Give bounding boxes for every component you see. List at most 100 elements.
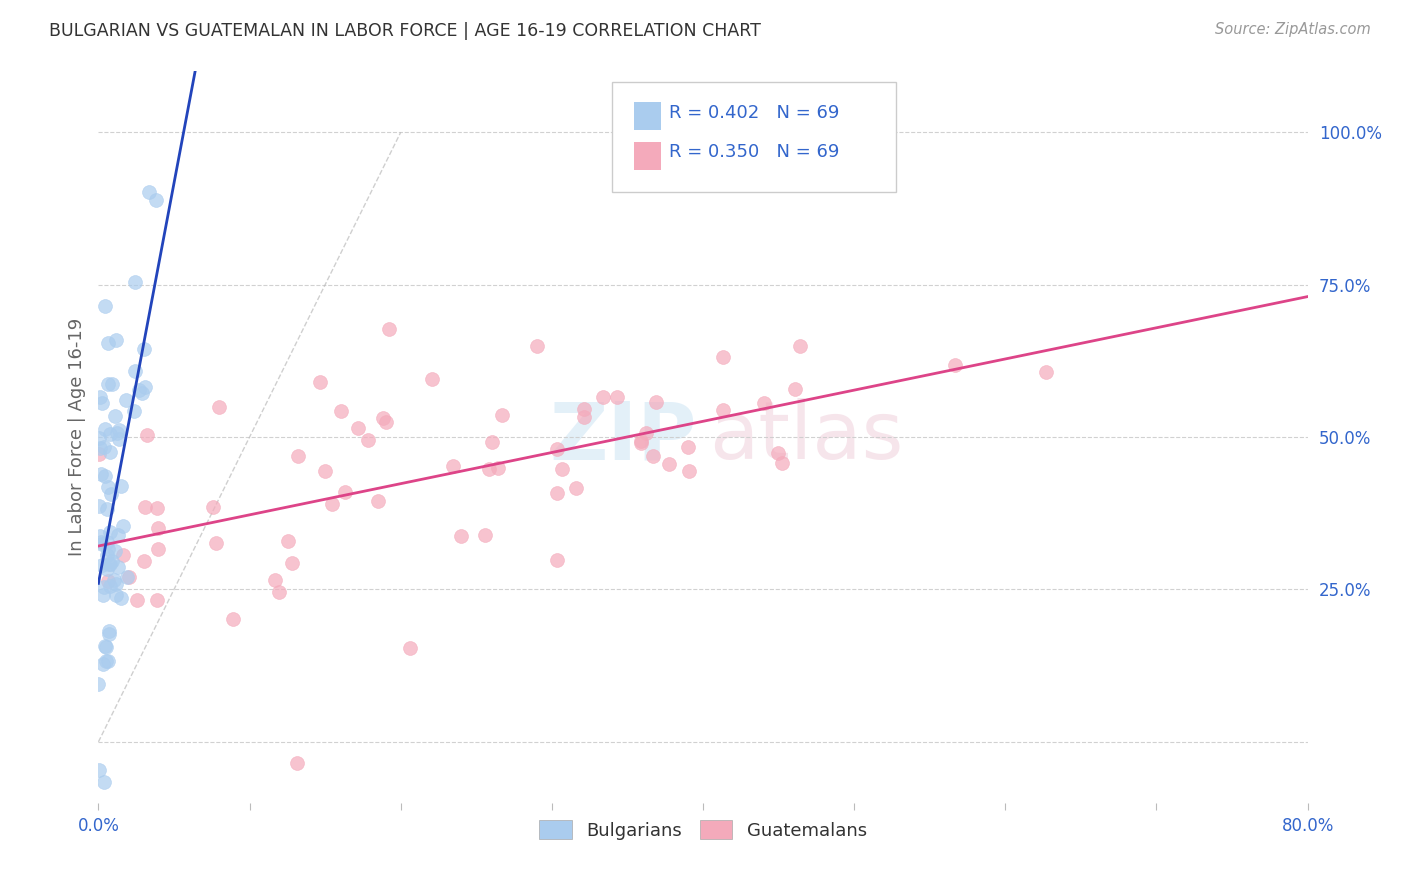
Point [115, 569, 138, 583]
Point [89, 441, 111, 455]
Point [97, 557, 120, 571]
Point [110, 591, 132, 605]
Point [330, 404, 353, 418]
Point [124, 275, 146, 289]
Point [550, 462, 572, 476]
Text: ZIP: ZIP [550, 398, 697, 476]
Point [91, 814, 114, 828]
Point [110, 478, 132, 492]
Point [96, 335, 118, 350]
Point [91, 588, 114, 602]
Point [277, 534, 299, 549]
Point [111, 549, 134, 563]
Point [93, 440, 115, 454]
Point [374, 415, 396, 429]
Point [105, 588, 128, 602]
Point [118, 570, 141, 584]
Point [138, 186, 160, 200]
Point [115, 393, 138, 408]
Point [97, 627, 120, 641]
Point [269, 585, 291, 599]
Point [399, 640, 422, 655]
Point [96, 548, 118, 562]
Point [572, 409, 595, 424]
Point [94, 639, 117, 653]
Y-axis label: In Labor Force | Age 16-19: In Labor Force | Age 16-19 [67, 318, 86, 557]
Point [94, 468, 117, 483]
Point [97, 574, 120, 588]
Point [97, 541, 120, 556]
Point [90, 467, 112, 481]
Point [711, 350, 734, 364]
Point [107, 528, 129, 542]
Point [108, 423, 131, 437]
Point [94, 299, 117, 313]
Point [97, 654, 120, 668]
Point [94, 654, 117, 668]
Point [87, 499, 110, 513]
Point [1035, 365, 1057, 379]
Point [321, 497, 343, 511]
Point [90, 534, 112, 549]
Point [135, 428, 157, 442]
Point [606, 390, 628, 404]
Point [357, 434, 380, 448]
FancyBboxPatch shape [634, 102, 661, 130]
Point [96, 377, 118, 392]
Point [676, 440, 699, 454]
Text: Source: ZipAtlas.com: Source: ZipAtlas.com [1215, 22, 1371, 37]
Point [202, 500, 225, 514]
FancyBboxPatch shape [613, 82, 897, 192]
Point [108, 432, 131, 446]
Point [104, 409, 127, 423]
Point [91, 558, 114, 573]
Point [100, 487, 122, 501]
Point [89, 390, 111, 404]
Legend: Bulgarians, Guatemalans: Bulgarians, Guatemalans [530, 811, 876, 848]
Point [97, 480, 120, 494]
Point [101, 554, 124, 568]
Point [943, 358, 966, 372]
Point [546, 442, 568, 457]
Text: atlas: atlas [709, 398, 904, 476]
Point [770, 456, 793, 470]
Point [96, 535, 118, 549]
Point [785, 382, 807, 396]
Point [98, 444, 121, 458]
Point [592, 390, 614, 404]
Point [572, 402, 595, 417]
Point [221, 612, 243, 626]
Text: R = 0.350   N = 69: R = 0.350 N = 69 [669, 143, 839, 161]
Text: BULGARIAN VS GUATEMALAN IN LABOR FORCE | AGE 16-19 CORRELATION CHART: BULGARIAN VS GUATEMALAN IN LABOR FORCE |… [49, 22, 761, 40]
Point [281, 556, 304, 570]
Point [208, 400, 231, 414]
Point [205, 536, 228, 550]
Point [96, 640, 118, 654]
Point [104, 544, 127, 558]
Point [134, 380, 156, 394]
Point [101, 376, 124, 391]
Point [486, 460, 509, 475]
Point [754, 396, 776, 410]
Point [474, 527, 496, 541]
Point [347, 421, 370, 435]
Point [314, 464, 336, 478]
Point [93, 775, 115, 789]
Point [98, 524, 121, 539]
Point [335, 485, 357, 500]
Point [127, 592, 149, 607]
Point [103, 573, 125, 587]
Point [87, 677, 110, 691]
Point [546, 553, 568, 567]
Point [104, 576, 127, 591]
Point [789, 339, 811, 353]
Point [98, 579, 121, 593]
Point [89, 763, 111, 777]
Point [526, 339, 548, 353]
Point [443, 458, 465, 473]
Point [766, 446, 789, 460]
Point [122, 403, 145, 417]
Point [132, 343, 155, 357]
Point [146, 501, 169, 516]
Point [100, 426, 122, 441]
